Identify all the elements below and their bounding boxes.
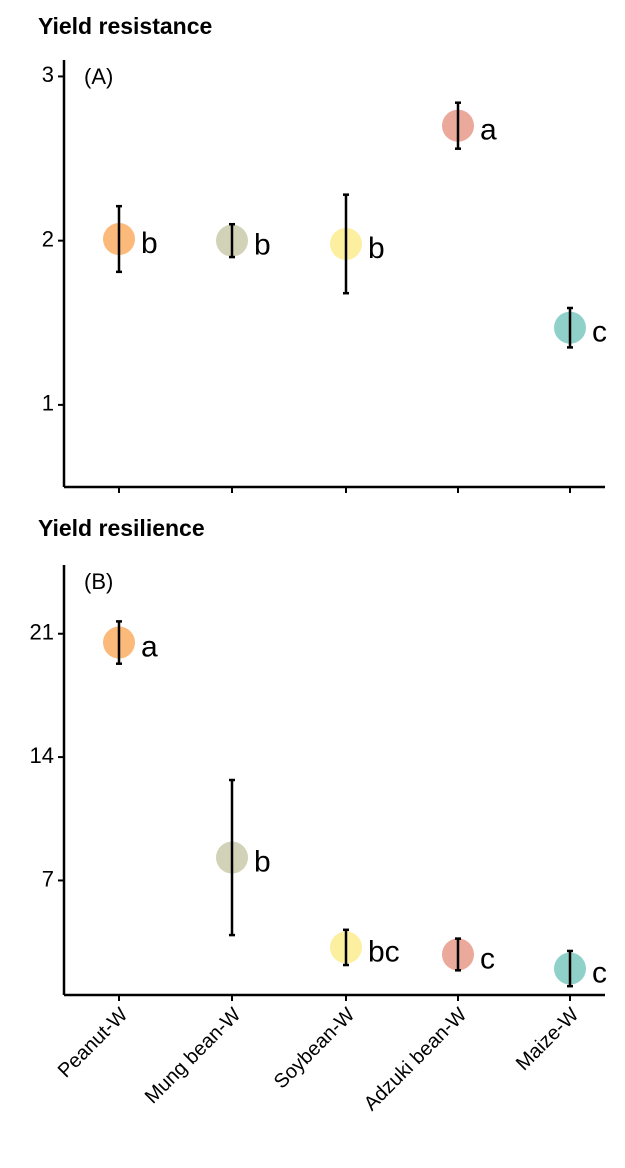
error-bar — [116, 620, 122, 665]
error-bar — [567, 306, 573, 349]
x-tick-label: Soybean-W — [270, 1004, 360, 1094]
error-bar — [343, 193, 349, 295]
error-bar — [455, 937, 461, 972]
panel-label: (B) — [84, 569, 113, 594]
significance-letter: a — [480, 114, 497, 147]
significance-letter: b — [368, 232, 385, 265]
significance-letter: b — [254, 229, 271, 262]
significance-letter: a — [141, 630, 158, 663]
y-tick-label: 14 — [30, 743, 54, 768]
panel-title: Yield resilience — [38, 515, 205, 541]
panel-title: Yield resistance — [38, 13, 212, 39]
error-bar — [116, 204, 122, 274]
significance-letter: c — [592, 316, 607, 349]
significance-letter: b — [141, 227, 158, 260]
y-tick-label: 1 — [42, 391, 54, 416]
y-tick-label: 7 — [42, 866, 54, 891]
y-tick-label: 21 — [30, 620, 54, 645]
significance-letter: b — [254, 845, 271, 878]
x-tick-label: Adzuki bean-W — [360, 1004, 472, 1116]
significance-letter: c — [592, 956, 607, 989]
y-tick-label: 2 — [42, 226, 54, 251]
x-tick-label: Maize-W — [512, 1004, 583, 1075]
significance-letter: bc — [368, 935, 400, 968]
error-bar — [567, 949, 573, 988]
error-bar — [343, 928, 349, 967]
y-tick-label: 3 — [42, 62, 54, 87]
error-bar — [229, 778, 235, 937]
x-tick-label: Peanut-W — [54, 1004, 133, 1083]
panel-label: (A) — [84, 64, 113, 89]
error-bar — [455, 101, 461, 150]
error-bar — [229, 222, 235, 259]
significance-letter: c — [480, 942, 495, 975]
x-tick-label: Mung bean-W — [141, 1004, 245, 1108]
